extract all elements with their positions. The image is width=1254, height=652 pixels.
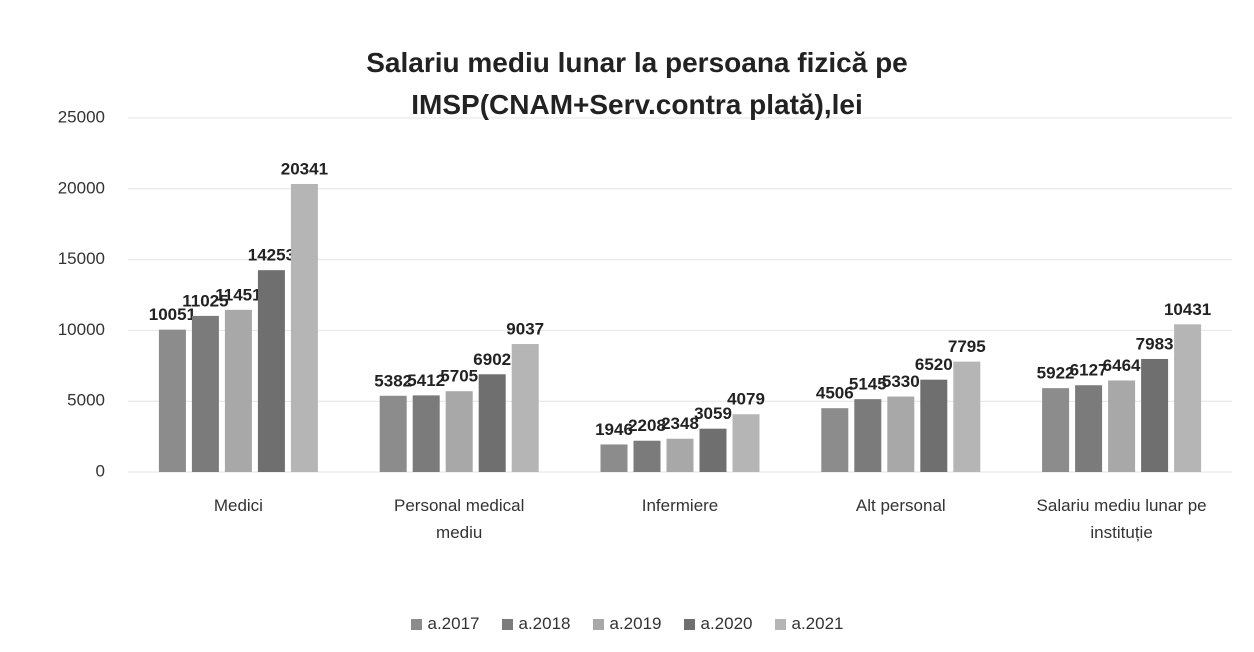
data-label: 3059 xyxy=(694,404,732,423)
data-label: 2208 xyxy=(628,416,666,435)
bar xyxy=(1075,385,1103,472)
data-label: 5145 xyxy=(849,375,887,394)
bar xyxy=(953,361,981,472)
data-label: 7795 xyxy=(948,337,986,356)
y-tick-label: 10000 xyxy=(58,320,105,339)
data-label: 10051 xyxy=(149,305,196,324)
data-label: 11451 xyxy=(215,285,261,304)
y-tick-label: 25000 xyxy=(58,107,105,126)
bar xyxy=(1141,358,1169,472)
data-label: 11025 xyxy=(182,291,228,310)
data-label: 1946 xyxy=(595,420,633,439)
bar xyxy=(412,395,440,472)
bar xyxy=(821,408,849,472)
data-label: 9037 xyxy=(506,320,544,339)
legend-label: a.2019 xyxy=(609,614,662,633)
data-label: 5382 xyxy=(374,371,412,390)
legend-item: a.2021 xyxy=(774,614,844,634)
x-tick-label: Alt personal xyxy=(855,496,946,515)
legend: a.2017 a.2018 a.2019 a.2020 a.2021 xyxy=(0,614,1254,634)
data-label: 2348 xyxy=(661,414,699,433)
data-label: 10431 xyxy=(1164,300,1211,319)
data-label: 6902 xyxy=(473,350,511,369)
data-label: 5705 xyxy=(440,367,478,386)
bar xyxy=(290,183,318,472)
data-label: 6127 xyxy=(1070,361,1108,380)
bar xyxy=(854,399,882,472)
legend-item: a.2020 xyxy=(683,614,753,634)
bar xyxy=(478,374,506,472)
bar xyxy=(1042,388,1070,472)
x-tick-label: Infermiere xyxy=(641,496,719,515)
legend-swatch xyxy=(592,618,604,630)
data-label: 7983 xyxy=(1136,334,1174,353)
legend-item: a.2019 xyxy=(592,614,662,634)
legend-item: a.2017 xyxy=(410,614,480,634)
legend-swatch xyxy=(683,618,695,630)
data-label: 20341 xyxy=(281,159,328,178)
bar xyxy=(732,414,760,472)
bar xyxy=(445,391,473,472)
legend-swatch xyxy=(410,618,422,630)
bar xyxy=(158,329,186,472)
bar xyxy=(224,309,252,472)
bar xyxy=(887,396,915,472)
legend-label: a.2018 xyxy=(518,614,571,633)
bar xyxy=(511,344,539,472)
legend-swatch xyxy=(774,618,786,630)
x-tick-label: Salariu mediu lunar pe instituție xyxy=(1036,496,1207,542)
bar xyxy=(633,440,661,472)
bar xyxy=(699,428,727,472)
data-label: 14253 xyxy=(248,246,295,265)
x-tick-label: Personal medical mediu xyxy=(393,496,525,542)
bar xyxy=(600,444,628,472)
data-label: 5330 xyxy=(882,372,920,391)
data-label: 6520 xyxy=(915,355,953,374)
data-label: 4506 xyxy=(816,384,854,403)
bar xyxy=(257,270,285,472)
y-tick-label: 20000 xyxy=(58,178,105,197)
y-tick-label: 15000 xyxy=(58,249,105,268)
y-tick-label: 5000 xyxy=(67,391,105,410)
legend-swatch xyxy=(501,618,513,630)
legend-label: a.2021 xyxy=(791,614,844,633)
legend-label: a.2020 xyxy=(700,614,753,633)
data-label: 5922 xyxy=(1037,364,1075,383)
x-tick-label: Medici xyxy=(213,496,263,515)
bar xyxy=(191,315,219,472)
bar xyxy=(1174,324,1202,472)
data-label: 6464 xyxy=(1103,356,1141,375)
y-tick-label: 0 xyxy=(96,461,105,480)
data-label: 5412 xyxy=(407,371,445,390)
data-label: 4079 xyxy=(727,390,765,409)
chart-title: Salariu mediu lunar la persoana fizică p… xyxy=(366,47,908,120)
legend-label: a.2017 xyxy=(427,614,480,633)
bar xyxy=(1108,380,1136,472)
legend-item: a.2018 xyxy=(501,614,571,634)
bar xyxy=(920,379,948,472)
bar xyxy=(379,395,407,472)
bar xyxy=(666,438,694,472)
